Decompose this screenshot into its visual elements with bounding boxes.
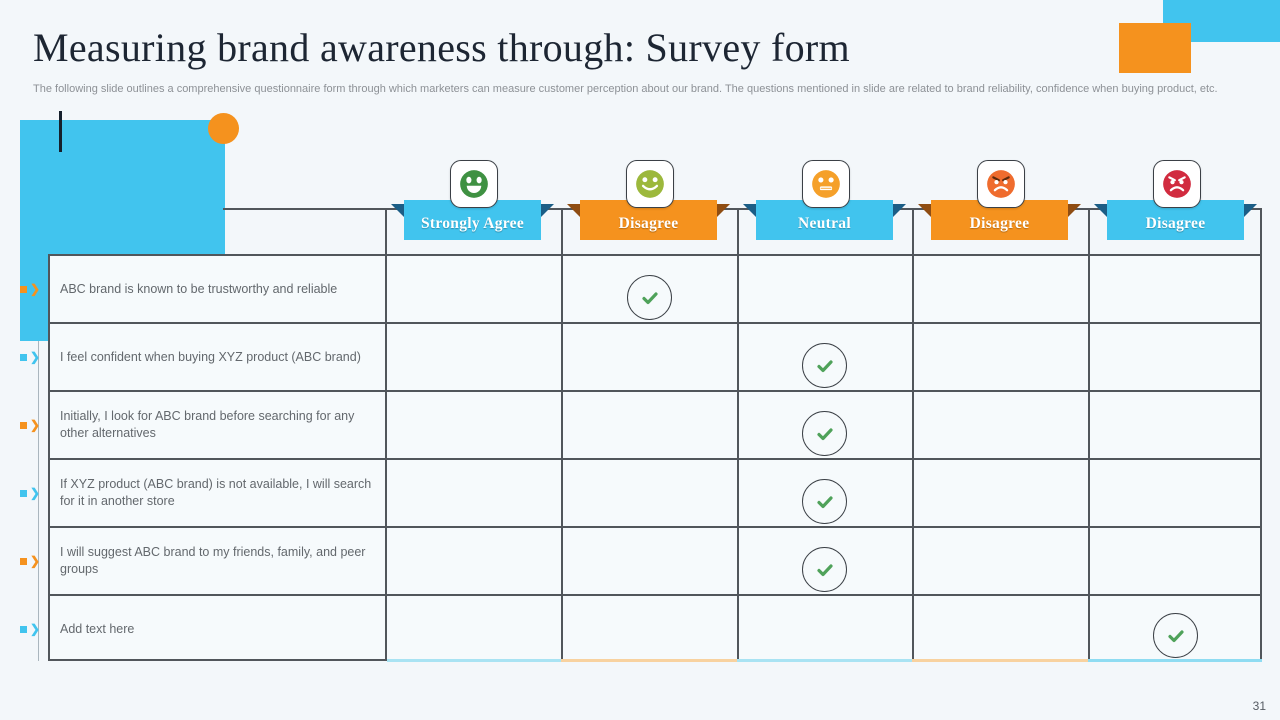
table-column-border	[912, 208, 914, 661]
row-bullet-icon: ❯	[20, 622, 40, 636]
emoji-laughing-icon	[450, 160, 498, 208]
row-marker-connector-line	[38, 160, 39, 661]
question-text: If XYZ product (ABC brand) is not availa…	[60, 477, 372, 508]
ribbon-fold-icon	[893, 204, 906, 217]
deco-orange-square	[1119, 23, 1191, 73]
table-row-divider	[48, 254, 1262, 256]
row-bullet-icon: ❯	[20, 350, 40, 364]
page-title: Measuring brand awareness through: Surve…	[33, 25, 850, 70]
table-row-divider	[48, 390, 1262, 392]
column-header-label: Neutral	[798, 215, 851, 232]
table-row-divider	[48, 594, 1262, 596]
table-column-border	[1088, 208, 1090, 661]
bottom-accent-orange	[561, 659, 737, 662]
table-row-divider	[48, 526, 1262, 528]
row-bullet-icon: ❯	[20, 418, 40, 432]
question-text: I feel confident when buying XYZ product…	[60, 349, 361, 364]
emoji-furious-icon	[1153, 160, 1201, 208]
ribbon-fold-icon	[1094, 204, 1107, 217]
bottom-accent-cyan	[737, 659, 912, 662]
table-left-border	[48, 254, 50, 661]
page-number: 31	[1252, 699, 1266, 713]
question-text: ABC brand is known to be trustworthy and…	[60, 281, 338, 296]
question-text: Initially, I look for ABC brand before s…	[60, 409, 355, 440]
ribbon-fold-icon	[743, 204, 756, 217]
emoji-angry-icon	[977, 160, 1025, 208]
row-bullet-icon: ❯	[20, 486, 40, 500]
answer-check-icon	[802, 547, 847, 592]
column-header-label: Disagree	[618, 215, 679, 232]
table-header-top-border	[223, 208, 1262, 210]
table-row-divider	[48, 322, 1262, 324]
ribbon-fold-icon	[567, 204, 580, 217]
answer-check-icon	[802, 343, 847, 388]
question-text: Add text here	[60, 621, 135, 636]
answer-check-icon	[1153, 613, 1198, 658]
emoji-neutral-icon	[802, 160, 850, 208]
deco-black-bar	[59, 111, 62, 152]
table-column-border	[385, 208, 387, 661]
table-bottom-border	[48, 659, 387, 661]
table-right-border	[1260, 208, 1262, 661]
ribbon-fold-icon	[918, 204, 931, 217]
ribbon-fold-icon	[1068, 204, 1081, 217]
column-header-label: Disagree	[1145, 215, 1206, 232]
ribbon-fold-icon	[1244, 204, 1257, 217]
ribbon-fold-icon	[717, 204, 730, 217]
deco-orange-dot	[208, 113, 239, 144]
emoji-smiling-icon	[626, 160, 674, 208]
column-header-label: Strongly Agree	[420, 215, 525, 232]
answer-check-icon	[627, 275, 672, 320]
table-row-divider	[48, 458, 1262, 460]
column-header-label: Disagree	[969, 215, 1030, 232]
answer-check-icon	[802, 411, 847, 456]
table-column-border	[737, 208, 739, 661]
page-subtitle: The following slide outlines a comprehen…	[33, 83, 1218, 95]
survey-table	[48, 254, 1262, 661]
row-bullet-icon: ❯	[20, 282, 40, 296]
ribbon-fold-icon	[391, 204, 404, 217]
ribbon-fold-icon	[541, 204, 554, 217]
bottom-accent-cyan	[1088, 659, 1262, 662]
table-column-border	[561, 208, 563, 661]
question-text: I will suggest ABC brand to my friends, …	[60, 545, 366, 576]
bottom-accent-orange	[912, 659, 1088, 662]
bottom-accent-cyan	[387, 659, 561, 662]
answer-check-icon	[802, 479, 847, 524]
row-bullet-icon: ❯	[20, 554, 40, 568]
